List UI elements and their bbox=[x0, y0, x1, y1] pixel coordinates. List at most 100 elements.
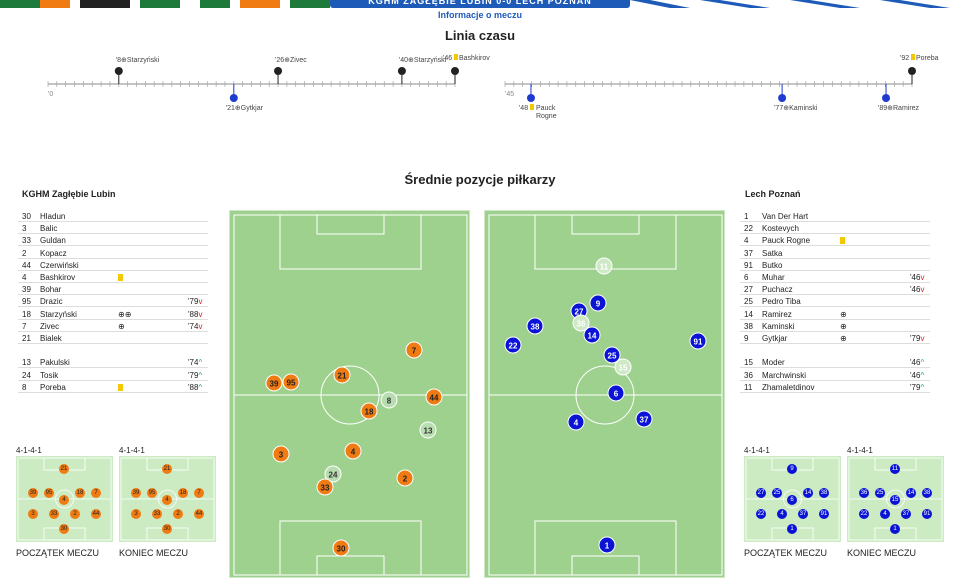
away-start-mini-dot: 25 bbox=[772, 488, 782, 498]
away-roster-row[interactable]: 91 Butko bbox=[740, 259, 930, 271]
first-half-event-top[interactable]: Bashkirov '46 bbox=[443, 54, 490, 84]
player-events bbox=[118, 273, 123, 282]
home-roster-row[interactable]: 21 Bialek bbox=[18, 332, 208, 344]
away-player-dot[interactable]: 91 bbox=[689, 332, 707, 350]
player-number: 14 bbox=[744, 309, 753, 319]
away-roster-row[interactable]: 6 Muhar '46v bbox=[740, 271, 930, 283]
second-half-event-top[interactable]: Poreba '92 bbox=[900, 54, 939, 84]
away-roster-row[interactable]: 27 Puchacz '46v bbox=[740, 283, 930, 296]
away-roster-row[interactable]: 37 Satka bbox=[740, 247, 930, 259]
away-roster-row[interactable]: 22 Kostevych bbox=[740, 222, 930, 235]
home-player-dot[interactable]: 95 bbox=[282, 373, 300, 391]
home-roster-row[interactable]: 18 Starzyński ⊕⊕ '88v bbox=[18, 308, 208, 320]
away-player-dot[interactable]: 4 bbox=[567, 413, 585, 431]
sub-out-icon: v bbox=[920, 334, 925, 343]
home-roster-row[interactable]: 3 Balic bbox=[18, 222, 208, 235]
away-roster-row[interactable]: 1 Van Der Hart bbox=[740, 210, 930, 222]
home-roster-row[interactable]: 33 Guldan bbox=[18, 234, 208, 247]
home-player-dot[interactable]: 44 bbox=[425, 388, 443, 406]
player-number: 39 bbox=[22, 285, 31, 295]
home-formation-start: 4-1-4-1 bbox=[16, 446, 42, 455]
home-start-label: POCZĄTEK MECZU bbox=[16, 548, 100, 558]
home-start-mini-dot: 4 bbox=[59, 495, 69, 505]
away-roster-row[interactable]: 25 Pedro Tiba bbox=[740, 295, 930, 308]
home-roster-row[interactable]: 13 Pakulski '74^ bbox=[18, 356, 208, 369]
svg-text:'8⊕Starzyński: '8⊕Starzyński bbox=[116, 57, 160, 64]
away-player-dot[interactable]: 14 bbox=[583, 326, 601, 344]
away-roster-row[interactable]: 14 Ramirez ⊕ bbox=[740, 308, 930, 320]
away-player-dot[interactable]: 1 bbox=[598, 536, 616, 554]
home-end-mini-dot: 95 bbox=[147, 488, 157, 498]
away-roster-row[interactable]: 4 Pauck Rogne bbox=[740, 234, 930, 247]
home-player-dot[interactable]: 3 bbox=[272, 445, 290, 463]
away-player-dot[interactable]: 25 bbox=[603, 346, 621, 364]
home-player-dot[interactable]: 33 bbox=[316, 478, 334, 496]
home-roster-row[interactable]: 4 Bashkirov bbox=[18, 271, 208, 283]
mini-pitch-lines bbox=[848, 457, 943, 541]
home-roster-row[interactable]: 2 Kopacz bbox=[18, 247, 208, 259]
away-player-dot[interactable]: 11 bbox=[595, 257, 613, 275]
home-player-dot[interactable]: 13 bbox=[419, 421, 437, 439]
home-roster-row[interactable]: 44 Czerwiński bbox=[18, 259, 208, 271]
away-roster-row[interactable]: 36 Marchwinski '46^ bbox=[740, 369, 930, 381]
away-end-mini-dot: 11 bbox=[890, 464, 900, 474]
away-player-dot[interactable]: 22 bbox=[504, 336, 522, 354]
svg-text:Pauck: Pauck bbox=[536, 105, 556, 112]
home-start-mini-dot: 39 bbox=[28, 488, 38, 498]
sub-out-icon: v bbox=[198, 321, 203, 331]
player-name: Butko bbox=[762, 260, 783, 270]
home-roster-row[interactable]: 8 Poreba '88^ bbox=[18, 381, 208, 393]
player-number: 15 bbox=[744, 358, 753, 368]
away-player-dot[interactable]: 9 bbox=[589, 294, 607, 312]
away-player-dot[interactable]: 36 bbox=[572, 314, 590, 332]
away-roster-row[interactable]: 38 Kaminski ⊕ bbox=[740, 320, 930, 332]
home-roster-row[interactable]: 95 Drazic '79v bbox=[18, 295, 208, 308]
second-half-event-bottom[interactable]: '89⊕Ramirez bbox=[878, 84, 920, 112]
away-roster-spacer bbox=[740, 344, 930, 356]
away-end-mini-dot: 91 bbox=[922, 509, 932, 519]
svg-text:Rogne: Rogne bbox=[536, 113, 557, 120]
away-player-dot[interactable]: 6 bbox=[607, 384, 625, 402]
home-start-mini-dot: 95 bbox=[44, 488, 54, 498]
home-roster-row[interactable]: 30 Hladun bbox=[18, 210, 208, 222]
home-player-dot[interactable]: 39 bbox=[265, 374, 283, 392]
away-roster-row[interactable]: 15 Moder '46^ bbox=[740, 356, 930, 369]
first-half-event-bottom[interactable]: '21⊕Gytkjar bbox=[226, 84, 264, 112]
player-number: 9 bbox=[744, 334, 749, 343]
home-player-dot[interactable]: 21 bbox=[333, 366, 351, 384]
away-player-dot[interactable]: 38 bbox=[526, 317, 544, 335]
home-player-dot[interactable]: 30 bbox=[332, 539, 350, 557]
away-roster-row[interactable]: 9 Gytkjar ⊕ '79v bbox=[740, 332, 930, 344]
home-roster-row[interactable]: 24 Tosik '79^ bbox=[18, 369, 208, 381]
sub-minute: '46^ bbox=[910, 370, 925, 380]
first-half-event-top[interactable]: '8⊕Starzyński bbox=[114, 57, 160, 84]
home-roster-spacer bbox=[18, 344, 208, 356]
home-roster-row[interactable]: 7 Zivec ⊕ '74v bbox=[18, 320, 208, 332]
first-half-event-top[interactable]: '40⊕Starzyński bbox=[397, 57, 447, 84]
first-half-event-top[interactable]: '26⊕Zivec bbox=[274, 57, 307, 84]
match-info-link[interactable]: Informacje o meczu bbox=[437, 10, 523, 20]
home-player-dot[interactable]: 18 bbox=[360, 402, 378, 420]
player-events: ⊕ bbox=[840, 321, 847, 331]
player-number: 95 bbox=[22, 297, 31, 307]
home-player-dot[interactable]: 2 bbox=[396, 469, 414, 487]
away-start-mini-dot: 27 bbox=[756, 488, 766, 498]
home-player-dot[interactable]: 8 bbox=[380, 391, 398, 409]
sub-in-icon: ^ bbox=[920, 370, 925, 380]
away-start-mini-dot: 22 bbox=[756, 509, 766, 519]
home-player-dot[interactable]: 7 bbox=[405, 341, 423, 359]
home-player-dot[interactable]: 4 bbox=[344, 442, 362, 460]
home-end-mini-dot: 2 bbox=[173, 509, 183, 519]
player-number: 38 bbox=[744, 321, 753, 331]
second-half-event-bottom[interactable]: '77⊕Kaminski bbox=[774, 84, 818, 112]
away-player-dot[interactable]: 15 bbox=[614, 358, 632, 376]
home-player-dot[interactable]: 24 bbox=[324, 465, 342, 483]
home-end-mini-dot: 39 bbox=[131, 488, 141, 498]
away-roster-row[interactable]: 11 Zhamaletdinov '79^ bbox=[740, 381, 930, 393]
away-end-mini-dot: 1 bbox=[890, 524, 900, 534]
home-roster-row[interactable]: 39 Bohar bbox=[18, 283, 208, 296]
player-events bbox=[118, 383, 123, 392]
second-half-event-bottom[interactable]: Pauck '48 Rogne bbox=[519, 84, 557, 120]
away-player-dot[interactable]: 37 bbox=[635, 410, 653, 428]
